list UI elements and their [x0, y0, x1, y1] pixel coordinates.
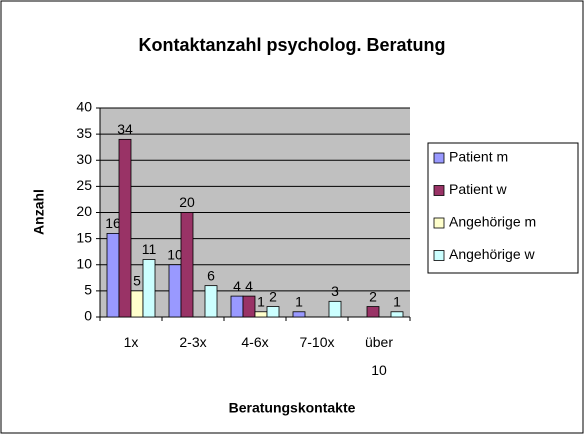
bar [106, 232, 120, 318]
bar [242, 295, 256, 318]
data-label: 1 [257, 293, 265, 309]
y-tick-label: 15 [76, 229, 92, 245]
y-tick-label: 40 [76, 99, 92, 115]
y-tick-label: 10 [76, 255, 92, 271]
legend-swatch [433, 152, 445, 164]
legend-swatch [433, 217, 445, 229]
data-label: 16 [105, 215, 121, 231]
data-label: 11 [142, 241, 157, 257]
legend-label: Angehörige m [449, 214, 536, 230]
x-tick-label: 4-6x [241, 334, 269, 350]
legend-swatch [433, 250, 445, 261]
bar [328, 300, 342, 318]
data-label: 20 [179, 194, 195, 210]
data-label: 3 [331, 283, 339, 299]
legend-label: Patient w [449, 181, 507, 197]
data-label: 1 [295, 293, 303, 309]
bar [168, 264, 182, 318]
y-tick-label: 30 [76, 151, 92, 167]
bar [266, 306, 280, 318]
y-axis-label: Anzahl [31, 189, 47, 235]
data-label: 4 [245, 278, 253, 294]
bar [254, 311, 268, 318]
x-tick-label: 7-10x [299, 334, 335, 350]
data-label: 5 [133, 273, 141, 289]
bar [204, 285, 218, 318]
x-tick-label: 2-3x [179, 334, 207, 350]
data-label: 6 [207, 267, 215, 283]
y-tick-label: 35 [76, 125, 92, 141]
x-tick-label: 1x [123, 334, 139, 350]
data-label: 34 [117, 121, 133, 137]
bar [142, 259, 156, 318]
legend-label: Patient m [449, 149, 508, 165]
x-tick-label: über 10 [364, 334, 394, 378]
bar [292, 311, 306, 318]
x-axis-label: Beratungskontakte [229, 400, 356, 416]
y-tick-label: 20 [76, 203, 92, 219]
y-tick-label: 0 [84, 308, 92, 324]
data-label: 1 [393, 293, 401, 309]
bar [130, 290, 144, 318]
bar [390, 311, 404, 318]
y-tick-label: 5 [84, 282, 92, 298]
data-label: 2 [269, 288, 277, 304]
data-label: 2 [369, 288, 377, 304]
y-tick-label: 25 [76, 177, 92, 193]
data-label: 4 [233, 278, 241, 294]
bar [180, 212, 194, 318]
legend-label: Angehörige w [449, 246, 536, 262]
legend [427, 142, 579, 274]
bar [366, 306, 380, 318]
bar [230, 295, 244, 318]
bar [118, 138, 132, 318]
chart-title: Kontaktanzahl psycholog. Beratung [138, 35, 445, 55]
data-label: 10 [167, 246, 183, 262]
legend-swatch [433, 185, 445, 196]
